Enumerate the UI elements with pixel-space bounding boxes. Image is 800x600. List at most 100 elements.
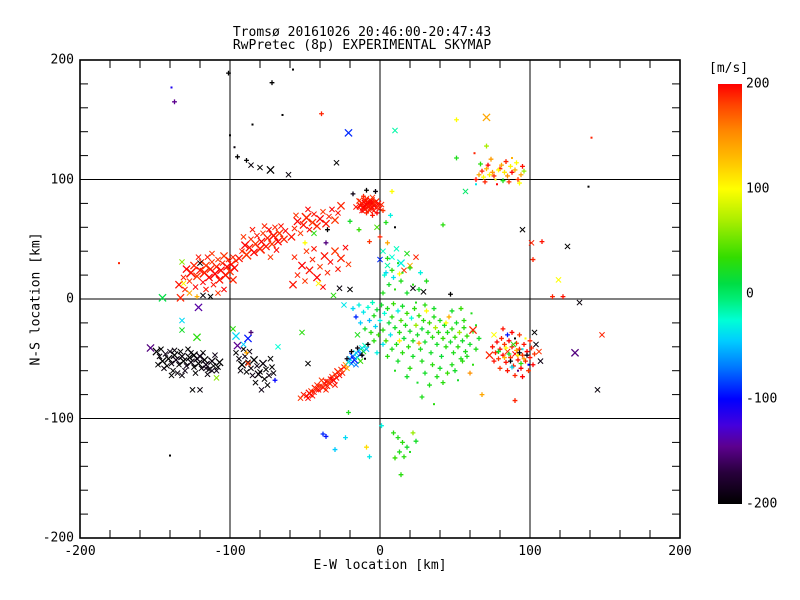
x-axis-label: E-W location [km] [313,558,447,573]
data-point [222,262,232,271]
data-point [452,334,458,340]
data-point [517,350,522,356]
data-point [385,255,390,261]
data-point [358,320,363,326]
data-point [415,301,417,304]
data-point [520,163,525,169]
data-point [370,300,375,305]
data-point [496,183,498,186]
data-point [315,386,322,393]
data-point [494,178,497,181]
data-point [248,330,254,335]
data-point [427,382,432,388]
data-point [521,348,524,351]
data-point [258,359,268,368]
data-point [213,367,220,374]
data-point [343,435,348,441]
data-point [249,226,256,233]
data-point [383,338,389,344]
data-point [385,353,390,359]
data-point [245,360,251,367]
data-point [473,177,479,182]
data-point [305,395,311,402]
data-point [228,275,238,284]
data-point [392,127,398,134]
data-point [344,128,353,137]
data-point [158,293,167,302]
data-point [464,333,470,339]
data-point [167,348,173,355]
data-point [530,257,536,262]
data-point [445,330,450,335]
colorbar-tick-label: 0 [746,286,754,302]
data-point [368,330,374,335]
data-point [329,206,335,213]
data-point [454,117,459,123]
data-point [407,365,413,371]
data-point [560,294,566,300]
data-point [397,330,402,335]
data-point [391,275,396,280]
data-point [356,302,362,308]
data-point [379,302,384,308]
data-point [240,233,247,240]
data-point [440,222,446,228]
data-point [268,230,279,241]
data-point [481,174,486,180]
data-point [497,365,503,371]
data-point [349,349,354,354]
data-point [354,331,361,338]
data-point [174,370,181,377]
data-point [209,367,215,374]
data-point [365,342,371,347]
data-point [207,293,214,300]
data-point [186,358,196,367]
x-tick-label: -100 [214,544,246,559]
data-point [249,355,259,364]
data-point [401,336,407,341]
data-point [353,204,359,210]
data-point [195,266,205,275]
data-point [347,286,353,293]
data-point [312,273,322,282]
data-point [512,373,518,378]
data-point [275,343,281,350]
data-point [454,155,459,161]
data-point [278,223,284,230]
data-point [503,159,509,164]
data-point [272,224,278,231]
data-point [518,172,524,178]
data-point [374,204,380,210]
data-point [377,256,383,263]
y-axis-label: N-S location [km] [28,232,44,366]
data-point [410,430,416,436]
data-point [389,189,395,194]
data-point [389,314,395,320]
data-point [335,210,341,216]
data-point [458,306,464,311]
data-point [204,371,211,378]
data-point [446,314,452,320]
data-point [192,370,199,377]
data-point [362,326,368,332]
data-point [422,302,428,308]
data-point [514,337,516,340]
data-point [499,336,504,341]
data-point [257,164,263,171]
data-point [380,208,386,213]
data-point [210,281,217,288]
data-point [457,330,462,335]
data-point [301,212,312,223]
data-point [197,260,203,267]
data-point [404,374,410,380]
data-point [440,336,446,341]
data-point [369,194,376,201]
data-point [392,455,398,461]
data-point [194,303,203,312]
data-point [346,410,351,415]
data-point [385,306,390,311]
data-point [299,220,308,229]
data-point [192,333,202,342]
data-point [514,347,519,353]
data-point [391,301,396,307]
